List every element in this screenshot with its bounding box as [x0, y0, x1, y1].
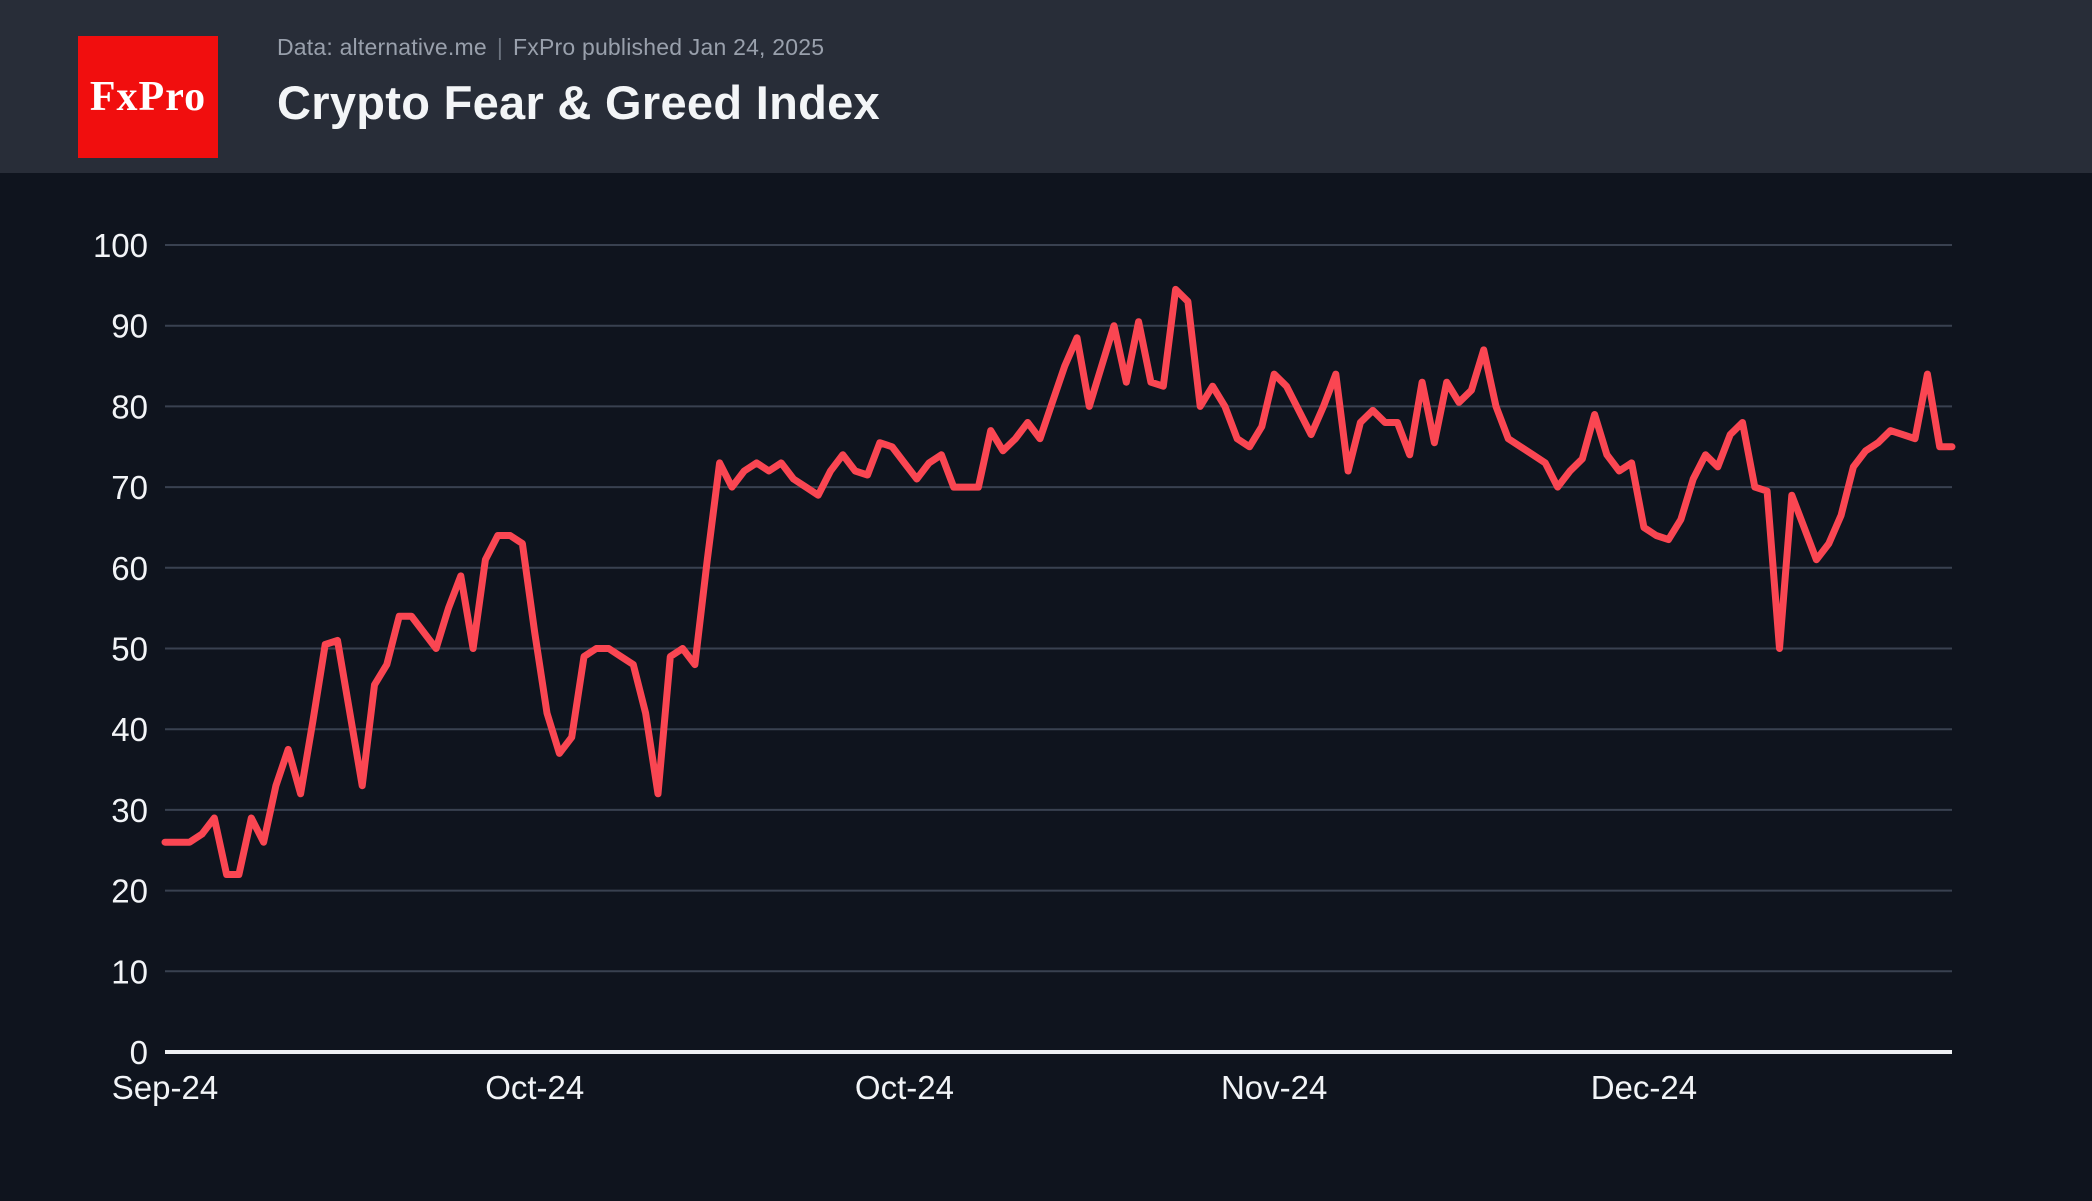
y-axis-tick-label: 10 [111, 953, 148, 990]
y-axis-tick-label: 0 [130, 1034, 148, 1071]
x-axis-tick-label: Nov-24 [1221, 1069, 1327, 1106]
y-axis-tick-label: 100 [93, 227, 148, 264]
y-axis-tick-label: 80 [111, 388, 148, 425]
fear-greed-index-line [161, 285, 1956, 878]
fear-greed-line-chart: 0 10 20 30 40 50 60 70 80 90 100 Sep-24 Oct-24 Oct-24… [93, 227, 1956, 1106]
y-axis-tick-label: 20 [111, 873, 148, 910]
published-text: FxPro published Jan 24, 2025 [513, 34, 825, 60]
page-title: Crypto Fear & Greed Index [277, 76, 880, 129]
x-axis-tick-label: Dec-24 [1591, 1069, 1697, 1106]
x-axis-tick-label: Sep-24 [112, 1069, 218, 1106]
fxpro-logo: FxPro [78, 36, 218, 158]
y-axis-tick-label: 90 [111, 308, 148, 345]
y-axis-tick-label: 60 [111, 550, 148, 587]
chart-area: 0 10 20 30 40 50 60 70 80 90 100 Sep-24 Oct-24 Oct-24… [0, 173, 2092, 1196]
header-text-block: Data: alternative.me | FxPro published Jan… [277, 34, 880, 130]
subtitle-separator: | [496, 34, 504, 60]
chart-subtitle: Data: alternative.me | FxPro published Jan… [277, 34, 880, 61]
y-axis-tick-label: 70 [111, 469, 148, 506]
x-axis-tick-label: Oct-24 [855, 1069, 954, 1106]
data-source-text: Data: alternative.me [277, 34, 487, 60]
header-bar: FxPro Data: alternative.me | FxPro publish… [0, 0, 2092, 173]
y-axis-tick-label: 30 [111, 792, 148, 829]
fxpro-logo-text: FxPro [89, 74, 207, 120]
x-axis-tick-label: Oct-24 [485, 1069, 584, 1106]
y-axis-tick-label: 50 [111, 631, 148, 668]
y-axis-tick-label: 40 [111, 711, 148, 748]
